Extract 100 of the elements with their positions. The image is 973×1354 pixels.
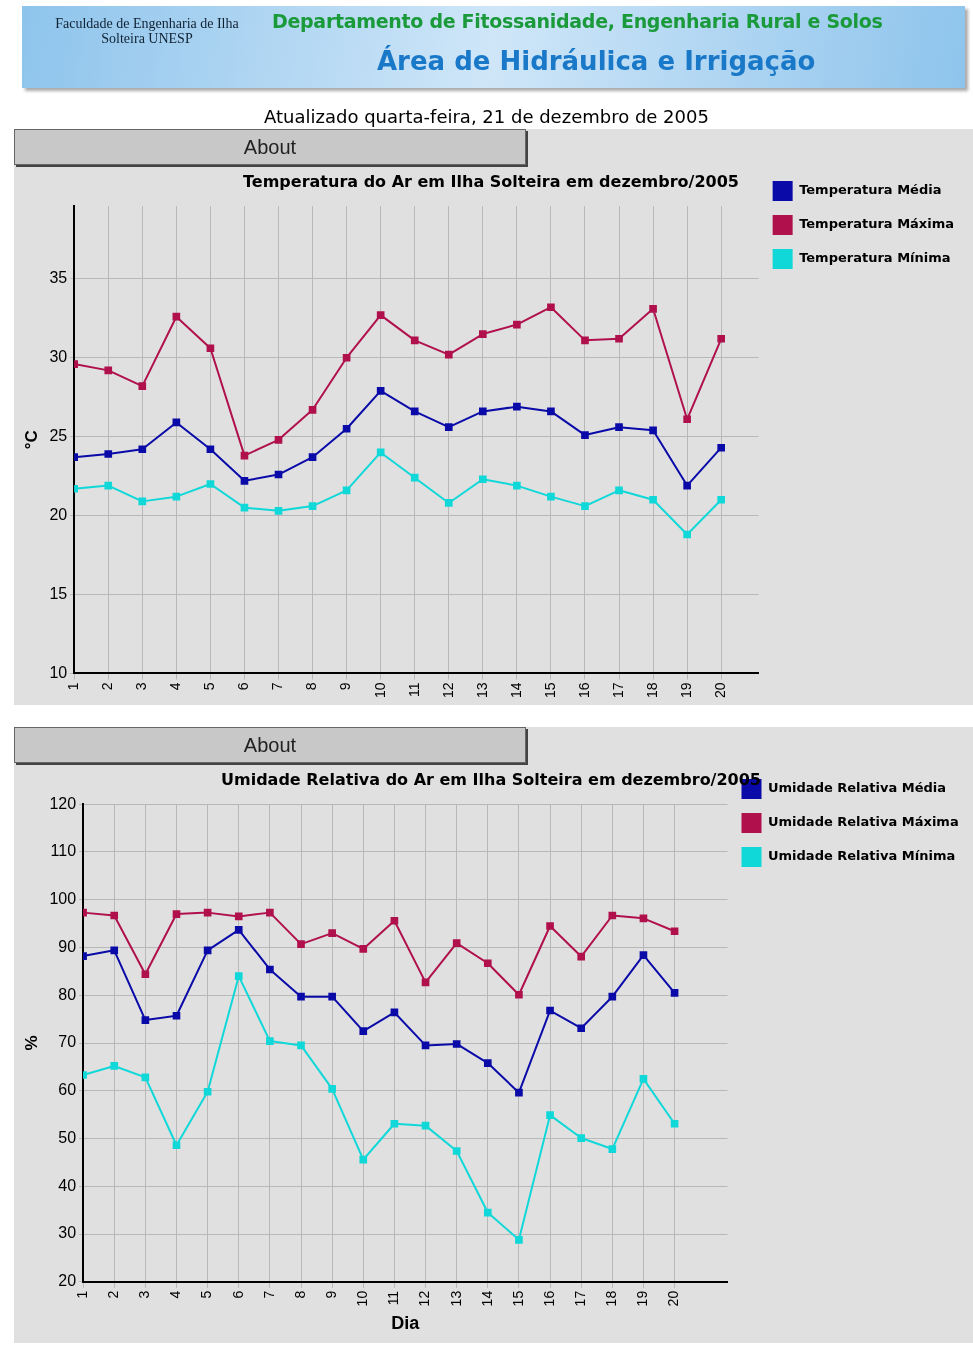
x-tick-label: 16 xyxy=(540,1290,557,1307)
point xyxy=(581,431,589,439)
point xyxy=(266,908,274,917)
point xyxy=(138,382,147,390)
y-tick-label: 90 xyxy=(58,937,77,955)
x-tick-label: 7 xyxy=(269,682,286,691)
point xyxy=(110,911,119,920)
y-tick-label: 25 xyxy=(49,427,68,445)
point xyxy=(172,312,181,321)
y-tick-label: 110 xyxy=(50,842,77,860)
x-tick-label: 4 xyxy=(167,1290,184,1299)
point xyxy=(581,336,589,345)
point xyxy=(342,353,351,362)
x-tick-label: 16 xyxy=(575,682,592,699)
x-tick-label: 6 xyxy=(235,682,252,691)
point xyxy=(452,1040,461,1048)
point xyxy=(547,303,555,312)
point xyxy=(444,499,453,507)
point xyxy=(649,495,657,504)
y-tick-label: 30 xyxy=(49,348,68,366)
point xyxy=(203,1087,212,1096)
y-tick-label: 35 xyxy=(49,269,68,287)
x-tick-label: 2 xyxy=(99,682,116,691)
point xyxy=(234,912,243,921)
point xyxy=(639,1075,648,1083)
y-tick-label: 30 xyxy=(58,1224,77,1242)
point xyxy=(478,407,487,416)
point xyxy=(266,1037,274,1045)
point xyxy=(410,407,419,416)
y-tick-label: 50 xyxy=(58,1128,77,1146)
point xyxy=(308,502,317,510)
point xyxy=(670,989,679,997)
legend-label: Umidade Relativa Mínima xyxy=(768,848,956,864)
x-tick-label: 2 xyxy=(105,1290,122,1299)
point xyxy=(515,990,523,999)
x-tick-label: 11 xyxy=(405,682,422,697)
point xyxy=(547,407,555,416)
point xyxy=(515,1088,523,1097)
point xyxy=(328,929,336,937)
legend-label: Temperatura Mínima xyxy=(799,250,951,266)
point xyxy=(615,334,623,343)
point xyxy=(172,910,181,918)
point xyxy=(483,1059,492,1067)
x-tick-label: 13 xyxy=(473,682,490,699)
x-tick-label: 17 xyxy=(609,682,626,699)
y-tick-label: 120 xyxy=(49,794,77,812)
x-tick-label: 1 xyxy=(73,1290,90,1299)
point xyxy=(577,1024,586,1033)
x-tick-label: 13 xyxy=(447,1290,464,1307)
point xyxy=(266,965,274,974)
x-tick-label: 3 xyxy=(136,1290,153,1299)
point xyxy=(608,911,617,920)
point xyxy=(546,1006,554,1015)
y-tick-label: 70 xyxy=(58,1033,77,1051)
point xyxy=(104,366,113,375)
point xyxy=(649,304,657,313)
point xyxy=(390,916,399,925)
y-tick-label: 60 xyxy=(58,1081,77,1099)
x-tick-label: 8 xyxy=(291,1290,308,1299)
x-tick-label: 1 xyxy=(65,682,82,691)
x-tick-label: 12 xyxy=(416,1290,433,1307)
point xyxy=(717,495,726,504)
point xyxy=(138,497,147,506)
point xyxy=(297,1041,305,1050)
point xyxy=(376,387,385,395)
point xyxy=(615,486,623,495)
x-tick-label: 18 xyxy=(643,682,660,699)
x-tick-label: 17 xyxy=(572,1290,589,1307)
point xyxy=(359,945,368,953)
point xyxy=(297,992,305,1001)
x-tick-label: 5 xyxy=(201,682,218,691)
point xyxy=(104,481,113,490)
x-tick-label: 10 xyxy=(371,682,388,699)
x-tick-label: 5 xyxy=(198,1290,215,1299)
y-axis-title: °C xyxy=(21,430,41,450)
point xyxy=(608,1145,617,1153)
point xyxy=(308,405,317,414)
point xyxy=(577,1134,586,1142)
x-tick-label: 6 xyxy=(229,1290,246,1299)
x-tick-label: 19 xyxy=(634,1290,651,1307)
x-tick-label: 19 xyxy=(677,682,694,699)
point xyxy=(670,1119,679,1128)
x-tick-label: 18 xyxy=(603,1290,620,1307)
point xyxy=(515,1235,523,1244)
y-tick-label: 80 xyxy=(58,985,77,1003)
point xyxy=(110,1062,119,1070)
point xyxy=(328,992,336,1001)
point xyxy=(670,927,679,936)
point xyxy=(328,1085,336,1093)
point xyxy=(683,530,691,539)
point xyxy=(483,1208,492,1217)
point xyxy=(274,435,283,444)
point xyxy=(141,1016,150,1024)
point xyxy=(141,970,150,979)
x-tick-label: 9 xyxy=(323,1290,339,1299)
about-button: About xyxy=(14,727,526,763)
point xyxy=(297,940,305,948)
point xyxy=(410,473,419,482)
y-tick-label: 100 xyxy=(49,890,77,908)
point xyxy=(240,477,249,485)
